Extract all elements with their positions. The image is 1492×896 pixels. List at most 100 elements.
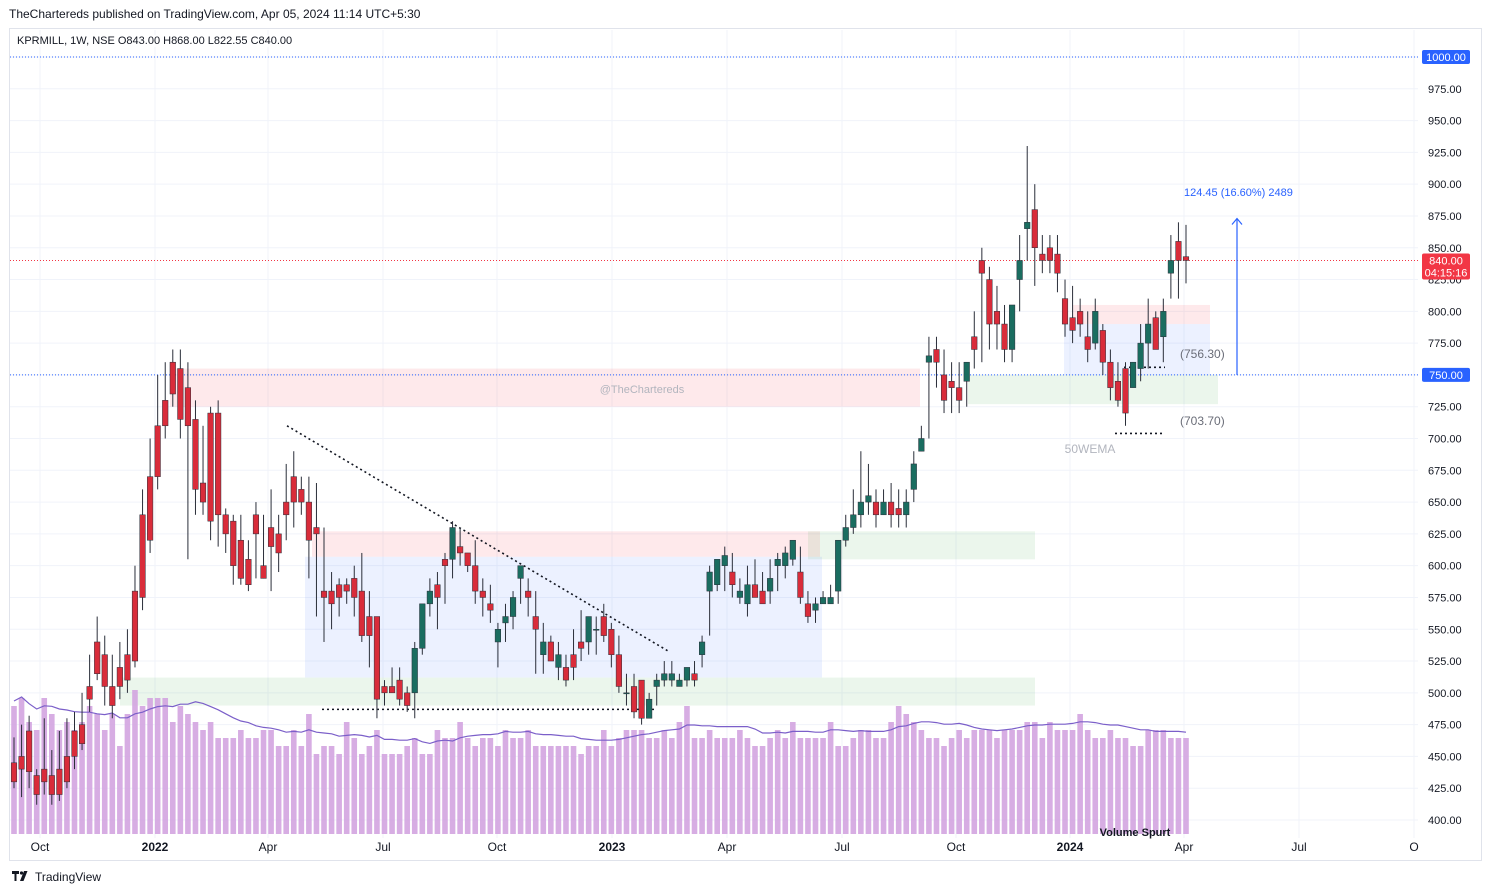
candle-body	[948, 381, 955, 388]
candle-body	[751, 584, 759, 598]
candle-body	[820, 597, 827, 605]
volume-bar	[691, 738, 698, 834]
volume-bar	[767, 738, 773, 834]
volume-bar	[94, 714, 100, 834]
y-tick-label: 800.00	[1428, 306, 1462, 318]
candle-body	[835, 539, 842, 592]
volume-bar	[230, 738, 237, 834]
volume-bar	[200, 730, 206, 834]
volume-bar	[616, 738, 622, 834]
volume-bar	[721, 738, 728, 834]
candle-body	[562, 667, 570, 681]
candle-body	[540, 641, 547, 655]
x-tick-label: 2023	[599, 840, 626, 854]
volume-bar	[941, 746, 947, 834]
candle-body	[389, 686, 396, 694]
volume-bar	[275, 746, 282, 834]
candle-body	[525, 590, 532, 598]
volume-bar	[1054, 730, 1061, 834]
volume-bar	[1031, 722, 1038, 834]
candle-body	[1175, 241, 1182, 261]
price-tag-label: 840.00	[1429, 255, 1463, 267]
volume-bar	[359, 754, 365, 834]
candle-body	[237, 539, 244, 579]
candle-body	[56, 768, 63, 795]
x-tick-label: Oct	[947, 840, 966, 854]
candle-body	[154, 425, 161, 477]
candle-body	[699, 641, 706, 655]
price-chart[interactable]: 124.45 (16.60%) 2489 (756.30) (703.70) @The…	[0, 0, 1492, 862]
candle-body	[774, 559, 781, 566]
candle-body	[1001, 323, 1008, 350]
candle-body	[600, 616, 607, 636]
volume-bar	[517, 738, 524, 834]
candle-body	[797, 571, 804, 598]
candle-body	[1046, 247, 1053, 261]
symbol-ohlc[interactable]: KPRMILL, 1W, NSE O843.00 H868.00 L822.55…	[17, 35, 293, 47]
candle-body	[578, 641, 585, 649]
volume-bar	[185, 714, 191, 834]
candle-body	[268, 527, 275, 547]
candle-body	[358, 590, 365, 636]
tradingview-brand: TradingView	[35, 870, 102, 884]
candle-body	[71, 730, 78, 757]
volume-bar	[759, 746, 766, 834]
volume-bar	[434, 730, 441, 834]
volume-bar	[1107, 730, 1114, 834]
candle-body	[94, 641, 101, 675]
volume-bar	[646, 738, 652, 834]
footer[interactable]: TradingView	[12, 870, 101, 884]
y-tick-label: 425.00	[1428, 783, 1462, 795]
volume-bar	[1160, 730, 1167, 834]
candle-body	[449, 527, 456, 560]
volume-bar	[532, 746, 539, 834]
volume-bar	[1175, 738, 1182, 834]
x-tick-label: 2024	[1057, 840, 1084, 854]
volume-bar	[245, 738, 252, 834]
volume-bar	[169, 722, 176, 834]
candle-body	[1009, 304, 1016, 350]
candle-body	[608, 629, 615, 655]
volume-bar	[623, 730, 630, 834]
y-tick-label: 925.00	[1428, 147, 1462, 159]
candle-body	[1092, 311, 1099, 344]
y-tick-label: 725.00	[1428, 402, 1462, 414]
candle-body	[343, 584, 350, 592]
candle-body	[252, 514, 260, 535]
candle-body	[275, 533, 282, 554]
x-tick-label: Jul	[375, 840, 390, 854]
y-axis: 400.00 425.00 450.00 475.00 500.00 525.00 550.…	[1428, 52, 1468, 827]
candle-body	[714, 559, 721, 585]
candle-body	[18, 756, 25, 770]
candle-body	[1039, 253, 1046, 261]
volume-bar	[593, 746, 600, 834]
volume-bar	[600, 730, 607, 834]
volume-bar	[661, 730, 668, 834]
volume-bar	[207, 722, 214, 834]
candle-body	[494, 629, 501, 643]
candle-body	[1024, 222, 1031, 229]
volume-bar	[464, 738, 471, 834]
candle-body	[199, 482, 207, 503]
x-tick-label: O	[1409, 840, 1418, 854]
volume-bar	[653, 738, 660, 834]
candle-body	[245, 559, 252, 585]
candle-body	[101, 654, 108, 687]
candle-body	[903, 501, 910, 516]
volume-bar	[774, 730, 781, 834]
chart-frame	[9, 28, 1482, 861]
annotation-label: 50WEMA	[1065, 442, 1116, 456]
volume-bar	[805, 738, 811, 834]
x-tick-label: Apr	[718, 840, 737, 854]
y-tick-label: 475.00	[1428, 720, 1462, 732]
demand-zone	[808, 531, 1035, 560]
volume-bar	[1047, 722, 1053, 834]
candle-body	[721, 555, 728, 566]
volume-bar	[192, 722, 199, 834]
candle-body	[638, 679, 645, 719]
volume-bar	[1077, 714, 1083, 834]
candle-body	[26, 730, 33, 772]
candles[interactable]	[10, 146, 1190, 805]
volume-bar	[737, 730, 743, 834]
candle-body	[41, 768, 48, 783]
